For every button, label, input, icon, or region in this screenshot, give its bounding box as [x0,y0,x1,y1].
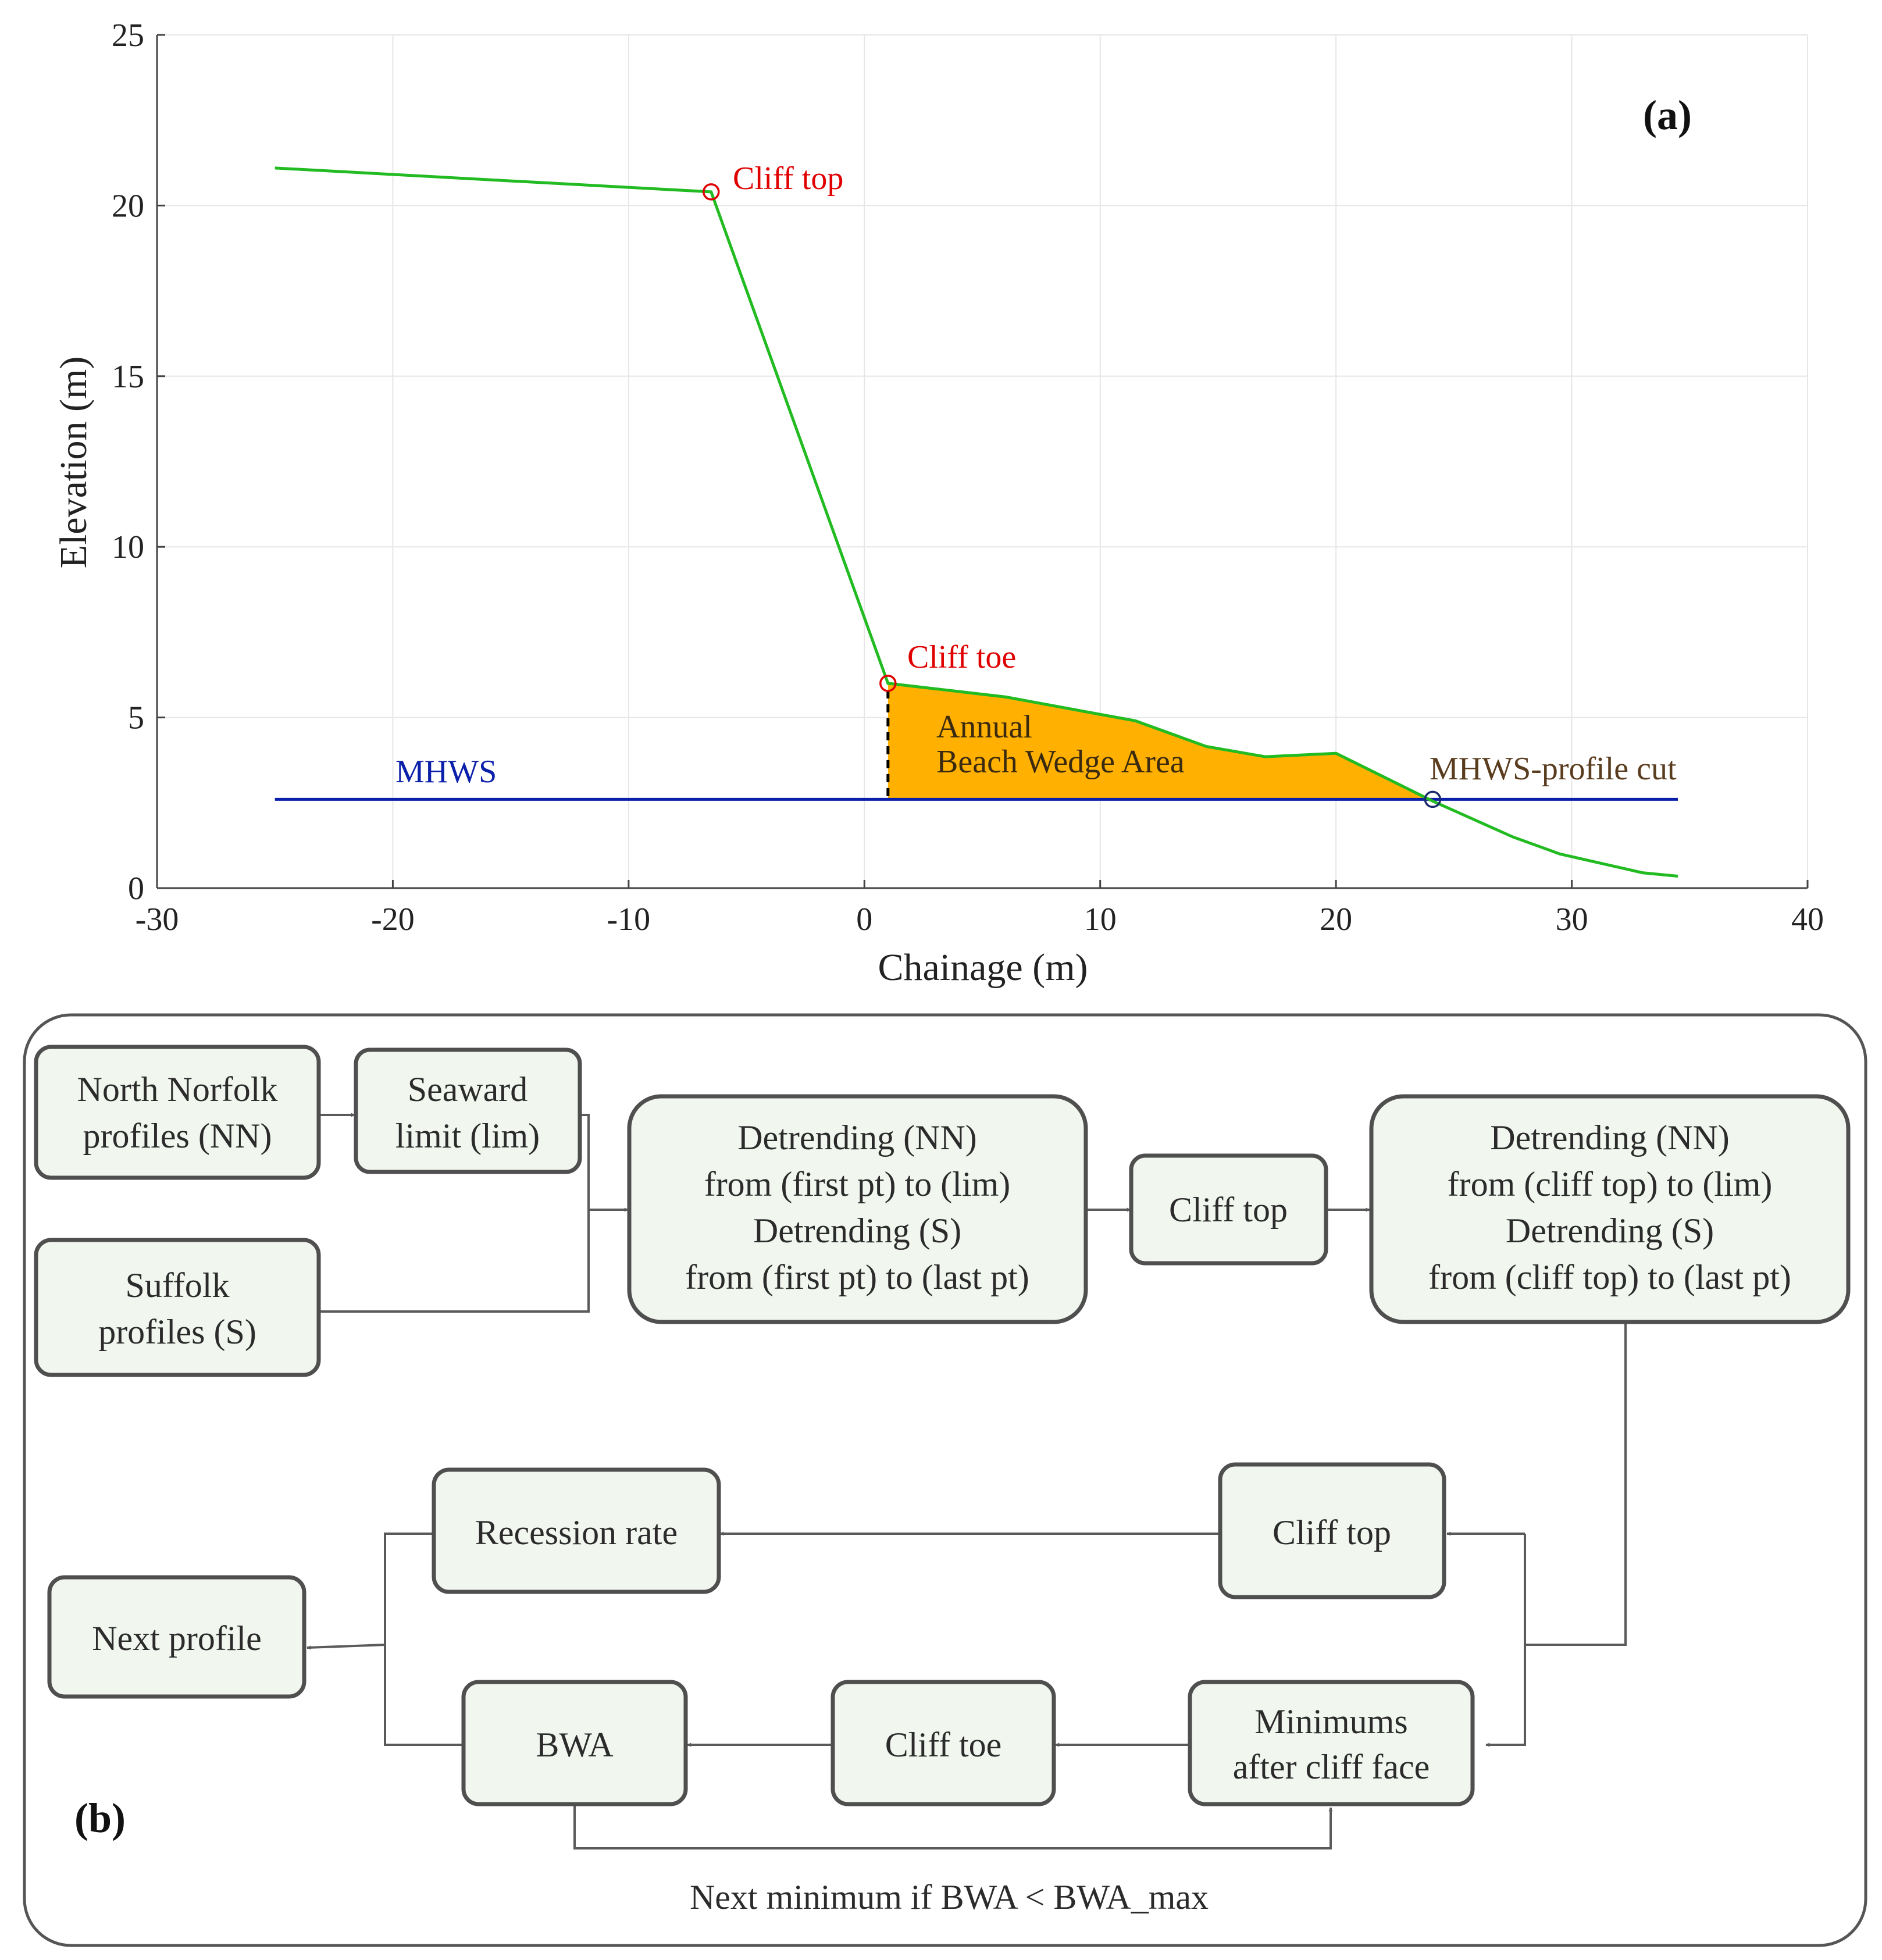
box-cliff-top-1: Cliff top [1129,1153,1328,1266]
arrow-to-next-profile [306,1644,386,1650]
x-tick-label: 30 [1556,901,1588,938]
box-detrending-2-line3: Detrending (S) [1506,1211,1714,1250]
arrow-to-minimums [1485,1534,1526,1747]
y-tick-label: 20 [112,188,144,224]
box-cliff-top-1-text: Cliff top [1169,1191,1288,1229]
x-tick-label: 40 [1791,901,1824,938]
box-detrending-1: Detrending (NN) from (first pt) to (lim)… [627,1094,1088,1324]
x-tick-label: -30 [136,901,179,938]
wedge-label-line1: Annual [936,709,1032,745]
box-detrending-1-line2: from (first pt) to (lim) [704,1165,1011,1203]
box-detrending-2-line4: from (cliff top) to (last pt) [1428,1258,1791,1296]
box-recession-rate-text: Recession rate [475,1513,678,1552]
x-tick-label: 10 [1084,901,1117,938]
arrow-loop-next-minimum [573,1804,1333,1849]
box-seaward-limit-line1: Seaward [408,1070,528,1109]
y-tick-label: 10 [112,529,144,565]
mhws-label: MHWS [395,754,497,790]
x-tick-label: 0 [856,901,872,938]
x-tick-label: -10 [607,901,651,938]
box-minimums-line2: after cliff face [1233,1748,1430,1786]
box-detrending-2-line1: Detrending (NN) [1490,1118,1730,1157]
wedge-label-line2: Beach Wedge Area [936,744,1185,780]
box-detrending-1-line1: Detrending (NN) [737,1118,977,1157]
loop-label: Next minimum if BWA < BWA_max [690,1878,1209,1916]
box-next-profile: Next profile [47,1575,306,1699]
box-seaward-limit: Seaward limit (lim) [354,1047,582,1174]
y-tick-label: 5 [128,700,144,736]
box-recession-rate: Recession rate [432,1467,721,1594]
box-detrending-2-line2: from (cliff top) to (lim) [1448,1165,1773,1203]
flowchart-panel-b: North Norfolk profiles (NN) Seaward limi… [23,1013,1867,1947]
cliff-toe-label: Cliff toe [907,639,1016,675]
box-minimums: Minimums after cliff face [1188,1680,1475,1806]
chart-grid [157,34,1808,888]
chart-ticks: -30 -20 -10 0 10 20 30 40 0 5 10 15 20 25 [112,17,1824,938]
point-marker [879,675,897,692]
panel-a-label: (a) [1643,92,1692,138]
profile-line [275,166,1678,878]
x-axis-label: Chainage (m) [878,946,1088,989]
box-next-profile-text: Next profile [92,1619,262,1658]
flowchart-frame [23,1013,1867,1947]
cliff-top-label: Cliff top [733,161,843,197]
beach-wedge-area [887,683,1433,801]
box-cliff-top-2-text: Cliff top [1273,1513,1391,1552]
x-tick-label: 20 [1320,901,1352,938]
y-tick-label: 25 [112,17,144,54]
y-tick-label: 0 [128,871,144,907]
box-bwa-text: BWA [536,1726,613,1764]
box-minimums-line1: Minimums [1254,1702,1407,1741]
y-axis-label: Elevation (m) [52,357,95,569]
box-cliff-toe: Cliff toe [830,1680,1056,1806]
box-detrending-1-line3: Detrending (S) [753,1211,961,1250]
box-cliff-toe-text: Cliff toe [885,1726,1002,1764]
mhws-cut-label: MHWS-profile cut [1430,751,1677,787]
box-north-norfolk: North Norfolk profiles (NN) [34,1045,321,1180]
x-tick-label: -20 [371,901,415,938]
point-marker [1424,790,1442,808]
box-north-norfolk-line2: profiles (NN) [83,1117,272,1155]
chart-panel-a: -30 -20 -10 0 10 20 30 40 0 5 10 15 20 25 (a) Cliff t… [52,17,1824,989]
y-tick-label: 15 [112,359,144,395]
box-detrending-2: Detrending (NN) from (cliff top) to (lim… [1369,1094,1851,1324]
panel-b-label: (b) [74,1795,126,1841]
chart-markers [703,183,1442,808]
box-cliff-top-2: Cliff top [1218,1462,1446,1599]
connector-branch [1525,1322,1627,1646]
box-suffolk-line1: Suffolk [126,1266,230,1305]
point-marker [703,183,720,201]
box-detrending-1-line4: from (first pt) to (last pt) [685,1258,1029,1296]
connector-merge [319,1114,590,1313]
box-suffolk-line2: profiles (S) [98,1313,256,1351]
box-suffolk: Suffolk profiles (S) [34,1238,321,1377]
connector-to-next [384,1533,462,1746]
box-bwa: BWA [461,1680,688,1806]
box-north-norfolk-line1: North Norfolk [77,1070,278,1109]
box-seaward-limit-line2: limit (lim) [395,1117,540,1155]
